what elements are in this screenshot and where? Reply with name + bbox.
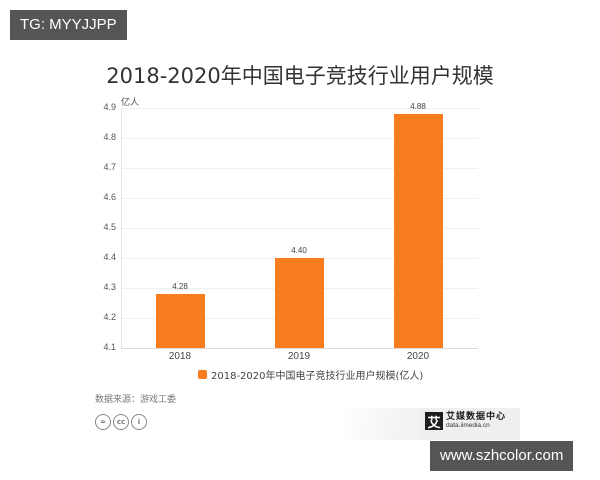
x-tick-label: 2019 <box>287 351 311 362</box>
by-icon: i <box>131 414 147 430</box>
nd-icon: = <box>95 414 111 430</box>
y-axis-unit: 亿人 <box>121 98 140 108</box>
cc-icon: cc <box>113 414 129 430</box>
watermark-tag-bottom: www.szhcolor.com <box>430 441 574 471</box>
gridline <box>121 138 478 139</box>
y-axis-line <box>121 108 122 348</box>
data-source: 数据来源：游戏工委 <box>95 395 177 405</box>
y-tick-label: 4.4 <box>103 252 116 262</box>
bar-2019[interactable] <box>274 258 324 348</box>
y-tick-label: 4.6 <box>103 192 116 202</box>
brand-logo-icon: 艾 <box>425 412 443 431</box>
y-tick-label: 4.1 <box>103 342 116 352</box>
y-tick-label: 4.2 <box>103 312 116 322</box>
x-tick-label: 2018 <box>168 351 192 362</box>
brand-url: data.iimedia.cn <box>446 421 490 429</box>
y-tick-label: 4.8 <box>103 132 116 142</box>
x-tick-label: 2020 <box>406 351 430 362</box>
y-tick-label: 4.9 <box>103 102 116 112</box>
brand-logo-block: 艾 艾媒数据中心 data.iimedia.cn <box>425 411 507 431</box>
license-icons: = cc i <box>95 414 147 430</box>
gridline <box>121 108 478 109</box>
gridline <box>121 198 478 199</box>
legend-swatch <box>198 370 207 379</box>
bar-2020[interactable] <box>393 114 443 348</box>
bar-2018[interactable] <box>155 294 205 348</box>
x-axis-line <box>121 348 478 349</box>
gridline <box>121 228 478 229</box>
bar-value-label: 4.28 <box>172 282 188 291</box>
chart-title: 2018-2020年中国电子竞技行业用户规模 <box>106 64 494 88</box>
brand-name: 艾媒数据中心 <box>446 411 507 422</box>
y-tick-label: 4.7 <box>103 162 116 172</box>
bar-value-label: 4.40 <box>291 246 307 255</box>
legend[interactable]: 2018-2020年中国电子竞技行业用户规模(亿人) <box>198 367 423 382</box>
legend-label: 2018-2020年中国电子竞技行业用户规模(亿人) <box>211 371 424 382</box>
watermark-tag-top: TG: MYYJJPP <box>10 10 127 40</box>
gridline <box>121 168 478 169</box>
y-tick-label: 4.3 <box>103 282 116 292</box>
y-tick-label: 4.5 <box>103 222 116 232</box>
bar-value-label: 4.88 <box>410 102 426 111</box>
